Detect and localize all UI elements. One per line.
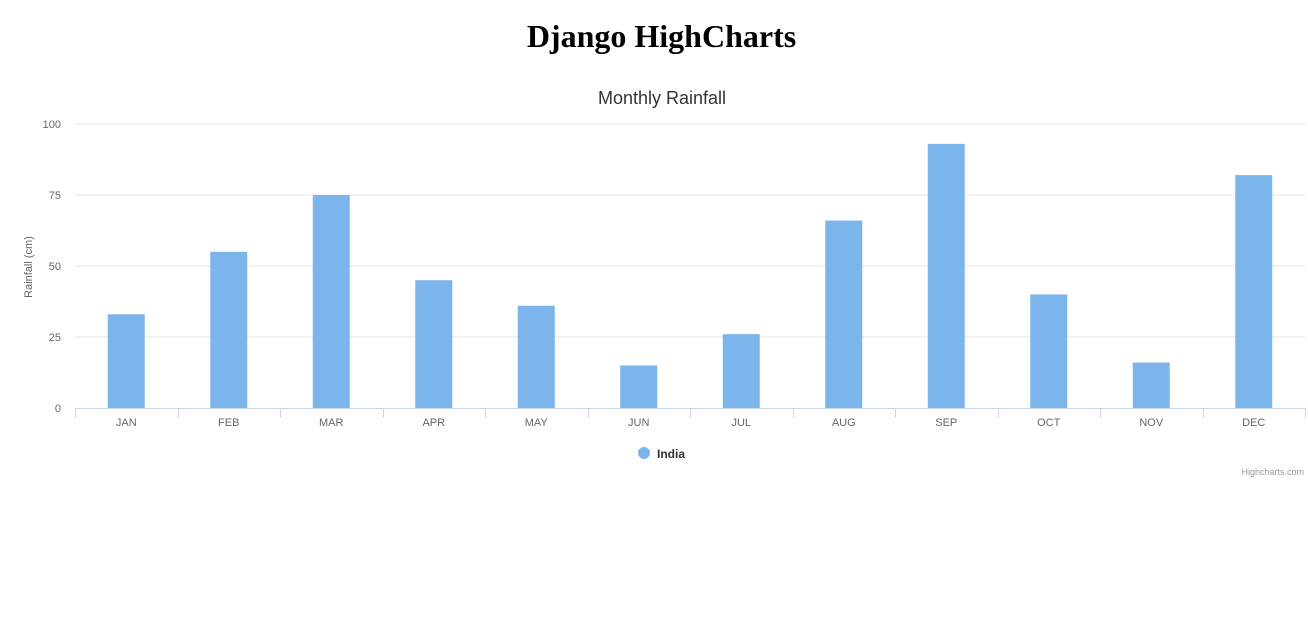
- bar-jul[interactable]: [722, 334, 760, 408]
- bar-aug[interactable]: [825, 220, 863, 408]
- x-tick-label: OCT: [1037, 417, 1061, 429]
- bar-apr[interactable]: [415, 280, 453, 408]
- bar-jun[interactable]: [620, 365, 658, 408]
- chart-title: Monthly Rainfall: [598, 88, 726, 108]
- bar-nov[interactable]: [1132, 362, 1170, 408]
- grid-lines: [75, 123, 1305, 338]
- x-tick-label: MAR: [319, 417, 344, 429]
- y-tick-label: 50: [49, 261, 61, 273]
- bar-mar[interactable]: [312, 195, 350, 408]
- chart-container: Monthly Rainfall 0 25 50 75 100 Rainfall (cm…: [0, 70, 1308, 490]
- x-tick-label: JUN: [628, 417, 649, 429]
- y-axis-title: Rainfall (cm): [23, 236, 35, 298]
- y-tick-label: 0: [55, 403, 61, 415]
- bar-oct[interactable]: [1030, 294, 1068, 408]
- x-tick-label: JAN: [116, 417, 137, 429]
- y-tick-label: 75: [49, 190, 61, 202]
- y-tick-label: 25: [49, 332, 61, 344]
- y-axis-ticks: 0 25 50 75 100: [43, 119, 61, 415]
- x-tick-label: AUG: [832, 417, 856, 429]
- rainfall-chart: Monthly Rainfall 0 25 50 75 100 Rainfall (cm…: [23, 88, 1306, 477]
- x-axis: JAN FEB MAR APR MAY JUN JUL AUG SEP OCT NOV DEC: [75, 408, 1306, 429]
- page-title: Django HighCharts: [526, 18, 797, 54]
- legend-marker[interactable]: [638, 447, 650, 459]
- x-tick-label: MAY: [525, 417, 549, 429]
- x-tick-label: APR: [422, 417, 445, 429]
- bar-dec[interactable]: [1235, 175, 1273, 408]
- bar-feb[interactable]: [210, 251, 248, 408]
- credits-link[interactable]: Highcharts.com: [1241, 467, 1304, 477]
- x-tick-label: NOV: [1139, 417, 1164, 429]
- bar-jan[interactable]: [107, 314, 145, 408]
- x-tick-label: SEP: [935, 417, 957, 429]
- x-tick-label: JUL: [731, 417, 751, 429]
- y-tick-label: 100: [43, 119, 61, 131]
- bar-series-india[interactable]: [107, 143, 1273, 408]
- legend-item-label[interactable]: India: [657, 447, 685, 461]
- bar-sep[interactable]: [927, 143, 965, 408]
- x-tick-label: FEB: [218, 417, 239, 429]
- x-tick-label: DEC: [1242, 417, 1265, 429]
- bar-may[interactable]: [517, 305, 555, 408]
- legend[interactable]: India: [638, 447, 685, 461]
